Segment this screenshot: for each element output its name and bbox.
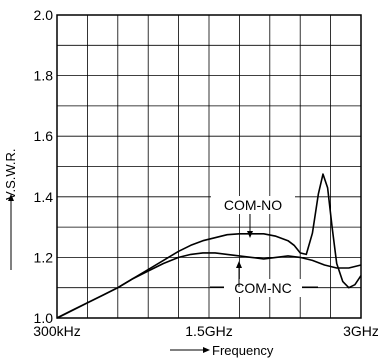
com-nc-leader-arrow <box>236 261 242 268</box>
x-tick-label: 3GHz <box>343 323 378 339</box>
x-tick-label: 1.5GHz <box>185 323 232 339</box>
com-no-leader-arrow <box>247 231 253 238</box>
com-nc-label-bg <box>224 279 302 297</box>
com-no-label: COM-NO <box>224 197 282 213</box>
y-tick-label: 1.6 <box>34 128 54 144</box>
x-tick-labels: 300kHz 1.5GHz 3GHz <box>33 323 378 339</box>
y-axis-arrow-head <box>8 194 14 201</box>
y-axis-title-group: V.S.W.R. <box>3 148 18 200</box>
y-tick-label: 1.8 <box>34 68 54 84</box>
y-tick-label: 2.0 <box>34 7 54 23</box>
com-no-label-bg <box>211 196 295 214</box>
y-axis-title: V.S.W.R. <box>3 148 18 200</box>
y-tick-label: 1.4 <box>34 189 54 205</box>
series-layer <box>56 173 362 319</box>
y-tick-label: 1.2 <box>34 249 54 265</box>
series-line-com-nc <box>56 252 362 319</box>
com-nc-label: COM-NC <box>234 280 292 296</box>
y-tick-labels: 1.0 1.2 1.4 1.6 1.8 2.0 <box>34 7 54 326</box>
x-axis-arrow-head <box>203 347 210 353</box>
x-axis-title: Frequency <box>212 343 274 358</box>
grid <box>56 14 362 319</box>
x-tick-label: 300kHz <box>33 323 80 339</box>
plot-frame <box>56 14 362 319</box>
y-tick-label: 1.0 <box>34 310 54 326</box>
